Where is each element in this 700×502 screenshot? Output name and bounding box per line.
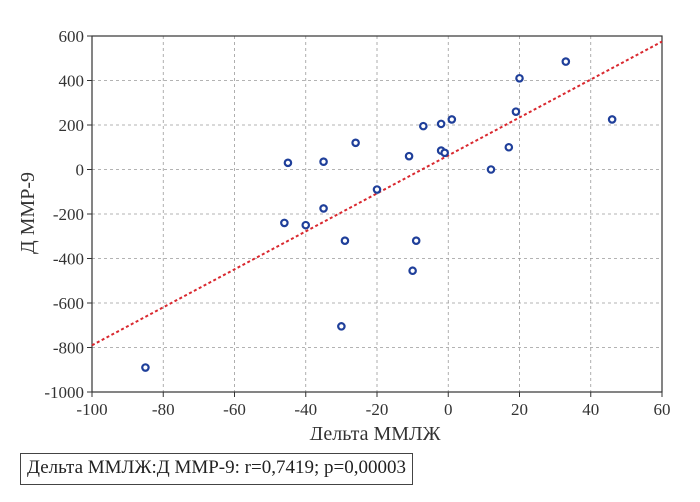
data-point [511, 107, 521, 116]
data-point [408, 266, 417, 276]
data-point [319, 204, 328, 213]
data-point [351, 138, 360, 148]
data-point [411, 236, 421, 246]
x-axis-ticks: -100 -80 -60 -40 -20 0 20 40 60 [76, 392, 671, 419]
correlation-annotation: Дельта ММЛЖ:Д ММР-9: r=0,7419; p=0,00003 [20, 453, 413, 485]
y-axis-ticks: -1000 -800 -600 -400 -200 0 200 400 600 [44, 27, 92, 402]
x-tick-label: 0 [444, 400, 453, 419]
y-axis-label: Д ММР-9 [17, 172, 39, 254]
data-point [372, 185, 382, 194]
y-tick-label: 600 [59, 27, 85, 46]
data-point [301, 220, 311, 230]
x-tick-label: 20 [511, 400, 528, 419]
x-tick-label: 40 [582, 400, 599, 419]
x-tick-label: -40 [294, 400, 317, 419]
data-point [337, 322, 346, 331]
y-tick-label: -200 [53, 205, 84, 224]
data-point [515, 73, 524, 83]
grid [91, 35, 663, 393]
data-point [561, 57, 571, 66]
data-point [607, 115, 617, 124]
data-point [283, 158, 293, 168]
scatter-chart: -100 -80 -60 -40 -20 0 20 40 60 -1000-800-600-40… [17, 27, 671, 440]
x-tick-label: -20 [366, 400, 389, 419]
y-tick-label: 400 [59, 72, 85, 91]
data-point [280, 218, 289, 228]
data-point [419, 121, 428, 131]
y-tick-label: 200 [59, 116, 85, 135]
x-tick-label: -80 [152, 400, 175, 419]
x-tick-label: -100 [76, 400, 107, 419]
x-tick-label: -60 [223, 400, 246, 419]
data-points [141, 57, 617, 372]
data-point [486, 165, 496, 174]
y-tick-label: 0 [76, 161, 85, 180]
y-tick-label: -400 [53, 250, 84, 269]
data-point [141, 363, 150, 372]
y-tick-label: -800 [53, 339, 84, 358]
x-tick-label: 60 [654, 400, 671, 419]
data-point [447, 115, 457, 124]
x-axis-label: Дельта ММЛЖ [309, 423, 440, 440]
data-point [340, 236, 350, 246]
data-point [404, 151, 414, 161]
data-point [504, 142, 514, 152]
data-point [436, 119, 446, 129]
y-tick-label: -1000 [44, 383, 84, 402]
data-point [440, 148, 449, 158]
data-point [319, 157, 328, 167]
y-tick-label: -600 [53, 294, 84, 313]
